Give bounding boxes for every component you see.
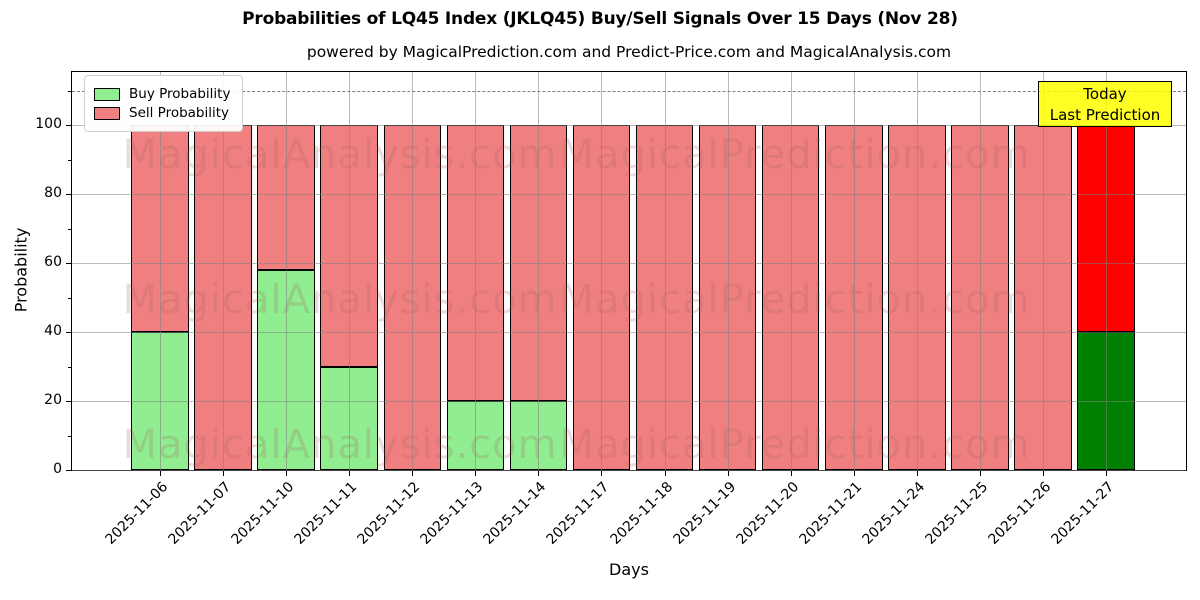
legend: Buy Probability Sell Probability [84, 75, 244, 132]
y-tick-mark [66, 263, 71, 264]
y-tick-label: 80 [44, 185, 62, 201]
vertical-gridline [1106, 72, 1108, 470]
vertical-gridline [538, 72, 540, 470]
today-threshold-dashed-line [72, 90, 1186, 92]
x-tick-mark [160, 471, 161, 476]
vertical-gridline [1042, 72, 1044, 470]
y-tick-label: 0 [53, 461, 62, 477]
vertical-gridline [853, 72, 855, 470]
x-tick-mark [853, 471, 855, 476]
y-tick-mark [66, 194, 71, 195]
x-tick-mark [349, 471, 351, 476]
x-tick-mark [601, 471, 603, 476]
vertical-gridline [349, 72, 351, 470]
y-tick-label: 40 [44, 323, 62, 339]
x-tick-mark [916, 471, 918, 476]
vertical-gridline [412, 72, 414, 470]
y-minor-tick-mark [68, 159, 71, 161]
y-minor-tick-mark [68, 228, 71, 230]
y-minor-tick-mark [68, 90, 71, 92]
watermark-text: MagicalAnalysis.com [122, 421, 558, 468]
x-tick-mark [475, 471, 477, 476]
vertical-gridline [916, 72, 918, 470]
watermark-text: MagicalAnalysis.com [122, 276, 558, 323]
x-tick-mark [1042, 471, 1044, 476]
vertical-gridline [790, 72, 792, 470]
watermark-text: MagicalPrediction.com [559, 132, 1031, 178]
y-tick-mark [66, 332, 71, 333]
x-tick-mark [664, 471, 666, 476]
y-minor-tick-mark [68, 297, 71, 299]
y-minor-tick-mark [68, 435, 71, 437]
horizontal-gridline [72, 125, 1186, 126]
legend-entry-sell: Sell Probability [94, 105, 230, 121]
vertical-gridline [475, 72, 477, 470]
horizontal-gridline [72, 401, 1186, 402]
x-tick-mark [727, 471, 729, 476]
horizontal-gridline [72, 470, 1186, 471]
horizontal-gridline [72, 194, 1186, 195]
today-annotation: Today Last Prediction [1038, 81, 1172, 127]
x-tick-mark [979, 471, 981, 476]
y-tick-mark [66, 401, 71, 402]
y-tick-mark [66, 125, 71, 126]
vertical-gridline [601, 72, 603, 470]
vertical-gridline [664, 72, 666, 470]
vertical-gridline [286, 72, 288, 470]
plot-area: Buy Probability Sell Probability Today L… [71, 71, 1187, 471]
annotation-line-2: Last Prediction [1049, 106, 1161, 124]
chart-title: Probabilities of LQ45 Index (JKLQ45) Buy… [242, 9, 958, 29]
y-tick-label: 100 [35, 116, 62, 132]
horizontal-gridline [72, 332, 1186, 333]
legend-label-buy: Buy Probability [129, 86, 231, 102]
y-axis-label: Probability [11, 227, 31, 313]
vertical-gridline [160, 72, 161, 470]
x-axis-label: Days [609, 560, 649, 579]
y-tick-label: 60 [44, 254, 62, 270]
y-minor-tick-mark [68, 366, 71, 368]
annotation-line-1: Today [1083, 85, 1127, 103]
legend-label-sell: Sell Probability [129, 105, 230, 121]
legend-entry-buy: Buy Probability [94, 86, 230, 102]
x-tick-mark [286, 471, 288, 476]
x-tick-mark [223, 471, 225, 476]
x-tick-mark [790, 471, 792, 476]
sell-swatch-icon [94, 106, 120, 120]
x-tick-mark [538, 471, 540, 476]
vertical-gridline [979, 72, 981, 470]
buy-swatch-icon [94, 87, 120, 101]
watermark-text: MagicalPrediction.com [559, 421, 1031, 468]
x-tick-mark [412, 471, 414, 476]
vertical-gridline [223, 72, 225, 470]
chart-subtitle: powered by MagicalPrediction.com and Pre… [306, 43, 952, 61]
vertical-gridline [727, 72, 729, 470]
x-tick-mark [1106, 471, 1108, 476]
watermark-text: MagicalAnalysis.com [122, 132, 558, 178]
watermark-text: MagicalPrediction.com [559, 276, 1031, 323]
y-tick-label: 20 [44, 392, 62, 408]
horizontal-gridline [72, 263, 1186, 264]
y-tick-mark [66, 470, 71, 471]
